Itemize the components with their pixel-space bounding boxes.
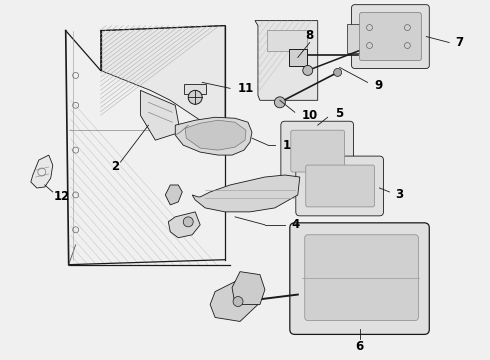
Text: 1: 1	[283, 139, 291, 152]
FancyBboxPatch shape	[296, 156, 384, 216]
Polygon shape	[232, 272, 265, 305]
Text: 2: 2	[111, 159, 120, 172]
Polygon shape	[165, 185, 182, 205]
FancyBboxPatch shape	[291, 130, 344, 172]
Text: 12: 12	[54, 190, 70, 203]
Circle shape	[334, 68, 342, 76]
Text: 6: 6	[355, 340, 364, 353]
Circle shape	[183, 217, 193, 227]
Text: 5: 5	[335, 107, 343, 120]
FancyBboxPatch shape	[281, 121, 354, 181]
Text: 4: 4	[292, 218, 300, 231]
FancyBboxPatch shape	[289, 49, 307, 67]
Polygon shape	[100, 26, 225, 135]
Text: 10: 10	[302, 109, 318, 122]
Circle shape	[303, 66, 313, 75]
Polygon shape	[192, 175, 300, 212]
FancyBboxPatch shape	[352, 5, 429, 68]
Circle shape	[233, 297, 243, 306]
FancyBboxPatch shape	[360, 13, 421, 60]
Text: 3: 3	[395, 188, 404, 202]
Polygon shape	[185, 120, 246, 150]
Circle shape	[188, 90, 202, 104]
Polygon shape	[31, 155, 53, 188]
FancyBboxPatch shape	[267, 30, 307, 51]
Polygon shape	[255, 21, 318, 100]
Polygon shape	[210, 282, 258, 321]
FancyBboxPatch shape	[290, 223, 429, 334]
FancyBboxPatch shape	[184, 84, 206, 94]
Circle shape	[274, 97, 285, 108]
Text: 11: 11	[238, 82, 254, 95]
Polygon shape	[168, 212, 200, 238]
Text: 9: 9	[374, 79, 383, 92]
Polygon shape	[175, 117, 252, 155]
Polygon shape	[141, 90, 180, 140]
FancyBboxPatch shape	[346, 24, 361, 54]
Text: 8: 8	[306, 29, 314, 42]
FancyBboxPatch shape	[305, 235, 418, 320]
FancyBboxPatch shape	[306, 165, 374, 207]
Text: 7: 7	[455, 36, 464, 49]
